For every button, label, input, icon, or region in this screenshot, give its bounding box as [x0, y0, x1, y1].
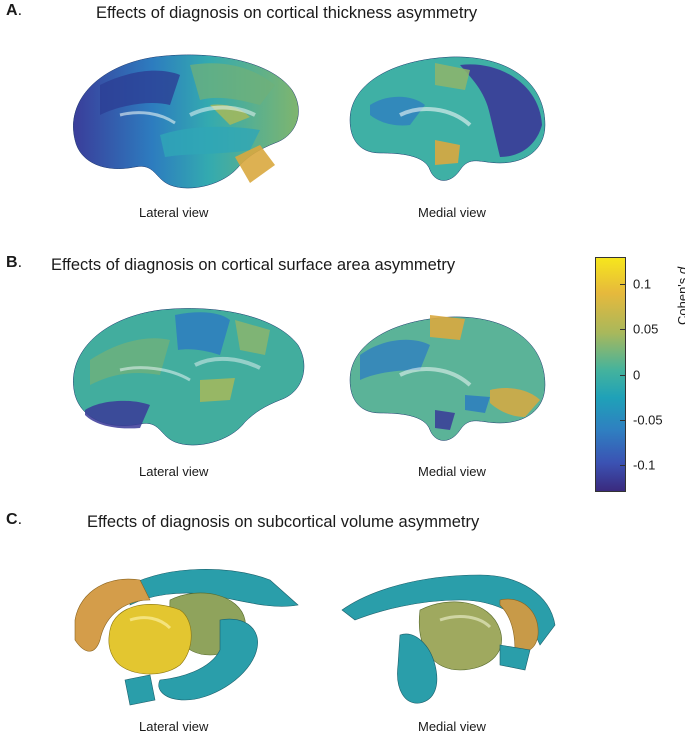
brain-lateral-thickness	[73, 54, 299, 189]
subcortical-medial	[341, 574, 556, 704]
panel-letter-c: C.	[6, 511, 23, 528]
colorbar-label: Cohen's d	[675, 267, 685, 325]
view-label-lateral-b: Lateral view	[139, 464, 209, 479]
colorbar-tick-label: 0.05	[633, 321, 659, 337]
colorbar-tick-label: -0.05	[633, 412, 663, 428]
view-label-medial-c: Medial view	[418, 719, 486, 734]
view-label-medial-a: Medial view	[418, 205, 486, 220]
subcortical-lateral	[74, 569, 299, 706]
colorbar-tick-mark	[620, 374, 626, 376]
view-label-medial-b: Medial view	[418, 464, 486, 479]
colorbar-tick-label: 0.1	[633, 276, 652, 292]
colorbar-tick-mark	[620, 419, 626, 421]
brain-medial-surface-area	[349, 315, 546, 441]
panel-title-c: Effects of diagnosis on subcortical volu…	[87, 513, 480, 531]
panel-title-a: Effects of diagnosis on cortical thickne…	[96, 4, 478, 22]
panel-letter-b: B.	[6, 254, 23, 271]
panel-title-b: Effects of diagnosis on cortical surface…	[51, 256, 456, 274]
view-label-lateral-c: Lateral view	[139, 719, 209, 734]
panel-letter-a: A.	[6, 2, 23, 19]
colorbar-tick-mark	[620, 329, 626, 331]
brain-lateral-surface-area	[73, 308, 305, 446]
colorbar-tick-label: 0	[633, 367, 641, 382]
colorbar-tick-mark	[620, 284, 626, 286]
colorbar-tick-mark	[620, 464, 626, 466]
colorbar-tick-label: -0.1	[633, 457, 656, 473]
brain-medial-thickness	[349, 56, 546, 181]
view-label-lateral-a: Lateral view	[139, 205, 209, 220]
